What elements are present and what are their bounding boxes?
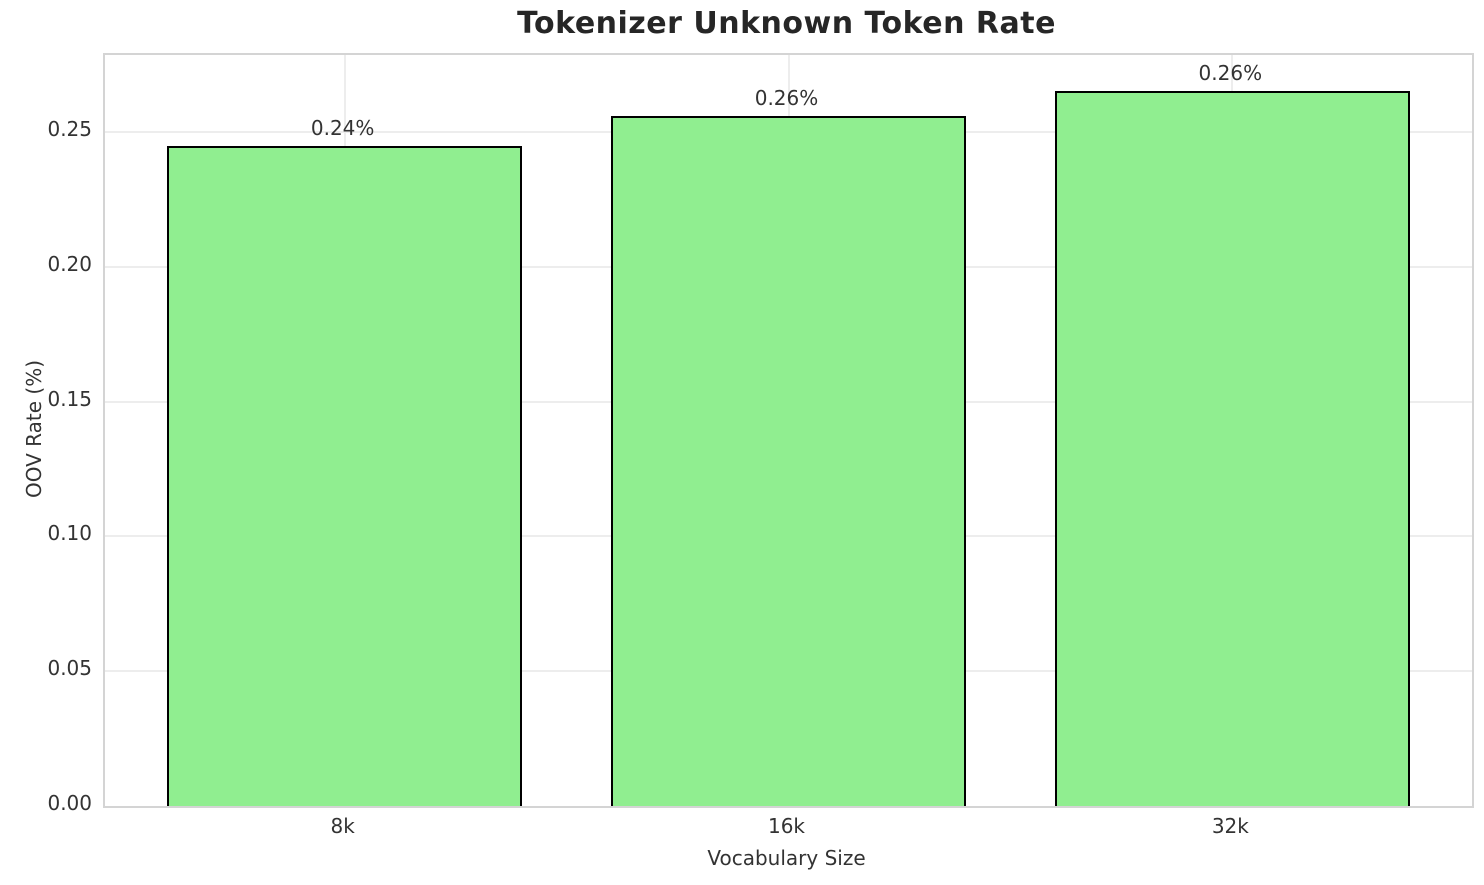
chart-title: Tokenizer Unknown Token Rate: [517, 6, 1056, 41]
y-tick-label: 0.00: [47, 791, 92, 815]
bar-value-label: 0.26%: [754, 85, 819, 110]
y-tick-label: 0.25: [47, 116, 92, 141]
plot-area: [103, 53, 1474, 808]
y-tick-label: 0.15: [47, 386, 92, 411]
bar-16k: [610, 115, 967, 806]
y-tick-label: 0.10: [47, 521, 92, 546]
bar-value-label: 0.26%: [1198, 60, 1263, 85]
x-tick-label-32k: 32k: [1211, 814, 1249, 838]
x-axis-label: Vocabulary Size: [707, 846, 866, 870]
y-axis-label: OOV Rate (%): [22, 360, 46, 498]
bar-32k: [1054, 90, 1410, 806]
bar-8k: [167, 146, 523, 806]
y-tick-label: 0.20: [47, 251, 92, 276]
x-tick-label-16k: 16k: [767, 814, 806, 838]
x-tick-label-8k: 8k: [330, 814, 355, 838]
y-tick-label: 0.05: [47, 656, 92, 681]
bar-value-label: 0.24%: [310, 116, 375, 141]
